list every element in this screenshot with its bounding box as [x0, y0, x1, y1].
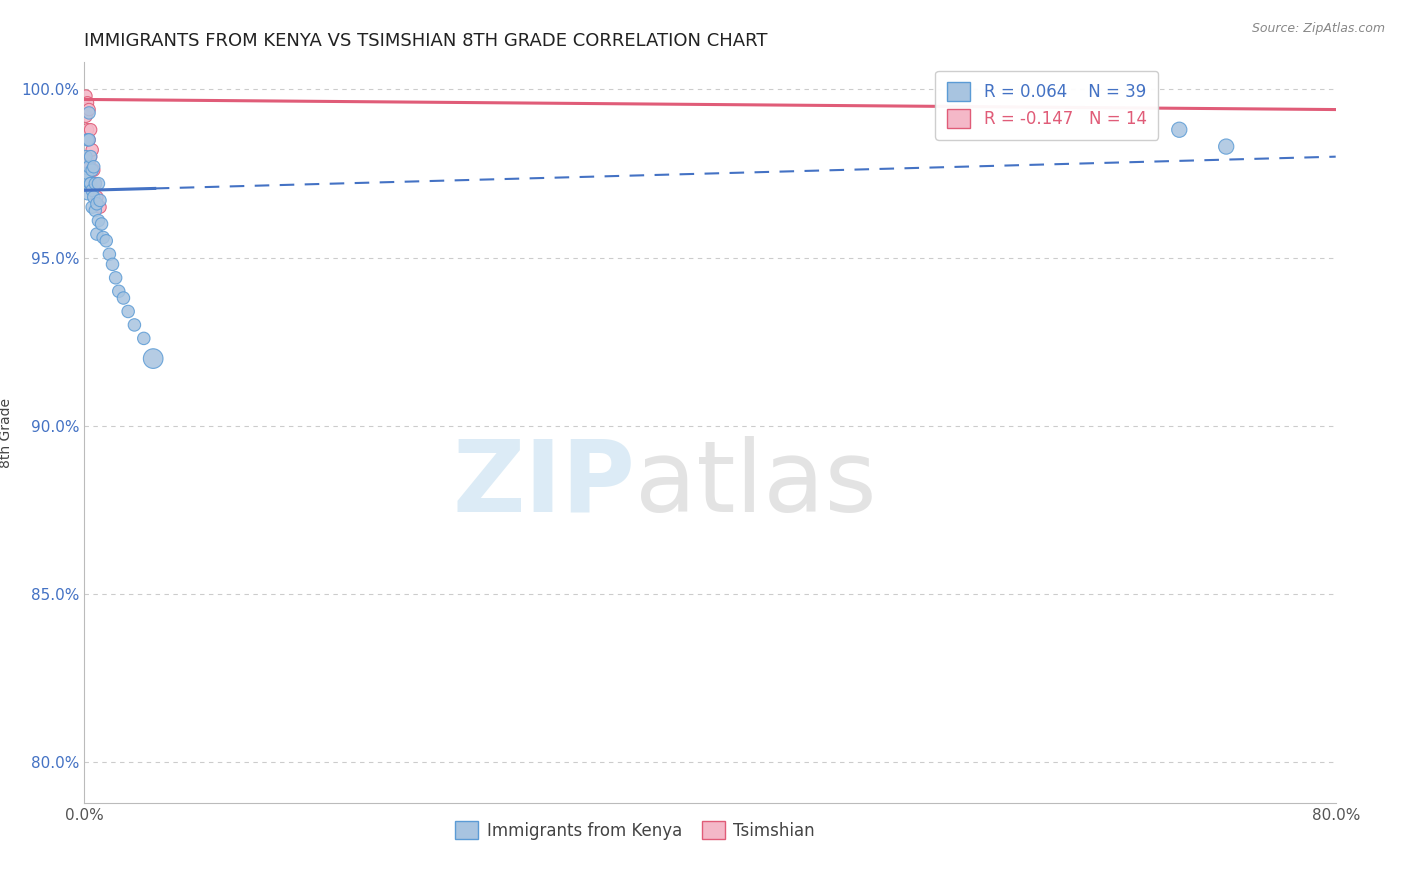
- Point: [75, 173, 97, 187]
- Point: [82, 143, 104, 157]
- Point: [75, 150, 97, 164]
- Point: [89, 200, 111, 214]
- Point: [84, 177, 107, 191]
- Point: [1215, 139, 1237, 153]
- Point: [75, 109, 97, 123]
- Point: [77, 156, 100, 170]
- Text: ZIP: ZIP: [453, 436, 636, 533]
- Point: [84, 203, 107, 218]
- Point: [82, 183, 104, 197]
- Point: [75, 89, 97, 103]
- Point: [77, 160, 100, 174]
- Point: [83, 160, 105, 174]
- Y-axis label: 8th Grade: 8th Grade: [0, 398, 13, 467]
- Text: IMMIGRANTS FROM KENYA VS TSIMSHIAN 8TH GRADE CORRELATION CHART: IMMIGRANTS FROM KENYA VS TSIMSHIAN 8TH G…: [84, 32, 768, 50]
- Point: [86, 190, 108, 204]
- Point: [83, 190, 105, 204]
- Point: [79, 150, 101, 164]
- Point: [76, 167, 98, 181]
- Point: [76, 122, 98, 136]
- Point: [77, 103, 100, 117]
- Point: [79, 177, 101, 191]
- Text: Source: ZipAtlas.com: Source: ZipAtlas.com: [1251, 22, 1385, 36]
- Point: [79, 122, 101, 136]
- Point: [79, 177, 101, 191]
- Point: [87, 177, 110, 191]
- Point: [87, 213, 110, 227]
- Point: [76, 186, 98, 201]
- Point: [90, 217, 112, 231]
- Point: [96, 234, 118, 248]
- Point: [91, 230, 114, 244]
- Point: [82, 200, 104, 214]
- Point: [86, 196, 108, 211]
- Point: [98, 247, 121, 261]
- Point: [83, 163, 105, 178]
- Point: [101, 257, 124, 271]
- Point: [142, 351, 165, 366]
- Point: [107, 285, 129, 299]
- Point: [76, 95, 98, 110]
- Point: [89, 194, 111, 208]
- Point: [84, 177, 107, 191]
- Point: [79, 150, 101, 164]
- Point: [77, 106, 100, 120]
- Point: [82, 163, 104, 178]
- Point: [104, 270, 127, 285]
- Point: [1168, 122, 1191, 136]
- Point: [77, 133, 100, 147]
- Point: [112, 291, 135, 305]
- Point: [117, 304, 139, 318]
- Point: [86, 227, 108, 241]
- Legend: Immigrants from Kenya, Tsimshian: Immigrants from Kenya, Tsimshian: [449, 814, 821, 847]
- Point: [132, 331, 155, 345]
- Point: [124, 318, 146, 332]
- Point: [76, 133, 98, 147]
- Point: [77, 133, 100, 147]
- Text: atlas: atlas: [636, 436, 876, 533]
